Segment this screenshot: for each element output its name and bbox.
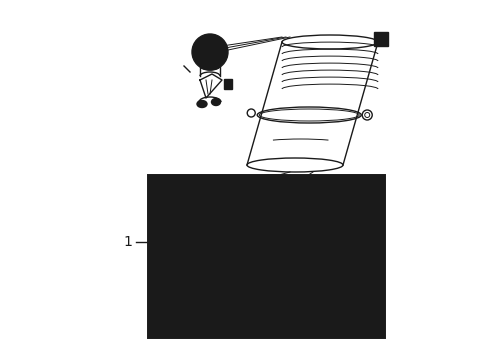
Bar (224, 79, 231, 89)
Text: 1: 1 (123, 235, 132, 249)
Text: 2: 2 (222, 175, 230, 189)
Circle shape (207, 273, 222, 287)
Ellipse shape (197, 100, 206, 108)
Bar (268, 270, 276, 275)
Ellipse shape (210, 207, 334, 221)
Circle shape (306, 206, 314, 214)
Circle shape (230, 206, 239, 214)
Circle shape (267, 295, 282, 309)
Ellipse shape (241, 261, 305, 273)
Bar (375, 34, 385, 44)
Ellipse shape (221, 205, 325, 219)
Bar (148, 175, 384, 338)
Circle shape (192, 34, 227, 70)
Circle shape (316, 210, 325, 218)
Ellipse shape (211, 99, 220, 105)
Circle shape (323, 275, 336, 289)
Ellipse shape (241, 214, 305, 226)
Bar (264, 267, 281, 277)
Circle shape (221, 210, 228, 218)
Bar (373, 32, 387, 46)
